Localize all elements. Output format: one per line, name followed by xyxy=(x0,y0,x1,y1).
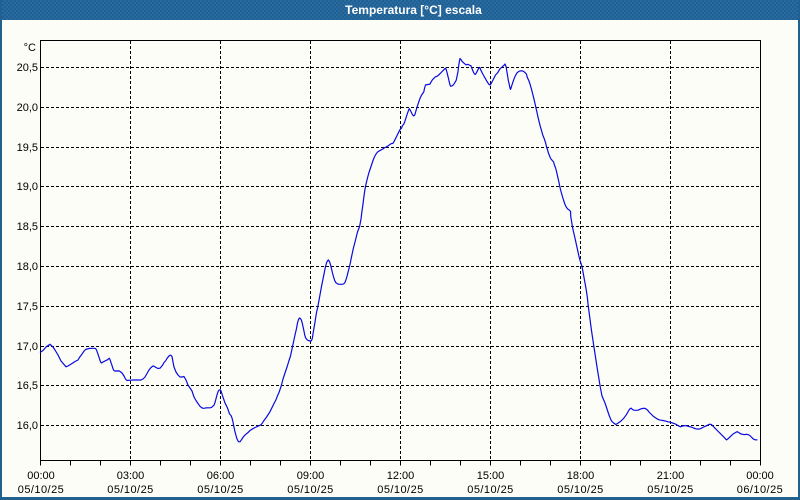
svg-text:05/10/25: 05/10/25 xyxy=(287,484,333,496)
svg-text:12:00: 12:00 xyxy=(387,470,415,482)
svg-text:05/10/25: 05/10/25 xyxy=(557,484,603,496)
svg-text:05/10/25: 05/10/25 xyxy=(107,484,153,496)
svg-text:20,0: 20,0 xyxy=(17,102,38,114)
svg-text:21:00: 21:00 xyxy=(657,470,685,482)
svg-text:05/10/25: 05/10/25 xyxy=(467,484,513,496)
svg-text:00:00: 00:00 xyxy=(746,470,774,482)
svg-text:16,5: 16,5 xyxy=(17,380,38,392)
svg-text:03:00: 03:00 xyxy=(117,470,145,482)
svg-text:°C: °C xyxy=(24,42,36,54)
svg-text:06:00: 06:00 xyxy=(207,470,235,482)
svg-text:15:00: 15:00 xyxy=(477,470,505,482)
svg-text:16,0: 16,0 xyxy=(17,420,38,432)
svg-text:09:00: 09:00 xyxy=(297,470,325,482)
svg-text:05/10/25: 05/10/25 xyxy=(197,484,243,496)
svg-text:18,5: 18,5 xyxy=(17,221,38,233)
svg-text:18,0: 18,0 xyxy=(17,261,38,273)
svg-text:20,5: 20,5 xyxy=(17,62,38,74)
svg-text:17,5: 17,5 xyxy=(17,301,38,313)
svg-text:05/10/25: 05/10/25 xyxy=(18,484,64,496)
svg-text:18:00: 18:00 xyxy=(567,470,595,482)
svg-text:05/10/25: 05/10/25 xyxy=(647,484,693,496)
svg-text:05/10/25: 05/10/25 xyxy=(377,484,423,496)
svg-text:00:00: 00:00 xyxy=(27,470,55,482)
svg-text:19,5: 19,5 xyxy=(17,142,38,154)
svg-text:19,0: 19,0 xyxy=(17,181,38,193)
svg-text:06/10/25: 06/10/25 xyxy=(737,484,783,496)
svg-text:17,0: 17,0 xyxy=(17,341,38,353)
